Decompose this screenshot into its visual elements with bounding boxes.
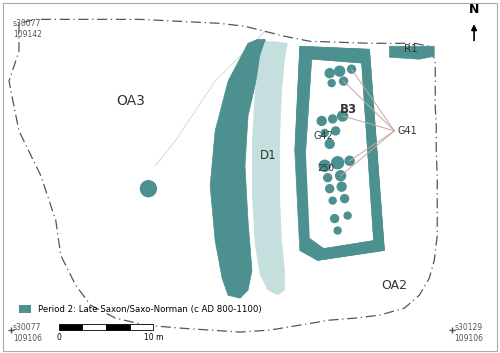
Circle shape <box>336 171 345 181</box>
Circle shape <box>328 80 335 86</box>
Circle shape <box>334 227 341 234</box>
Text: OA2: OA2 <box>382 279 407 292</box>
Text: N: N <box>469 4 480 16</box>
Circle shape <box>321 130 328 136</box>
Circle shape <box>324 174 332 182</box>
Circle shape <box>332 127 340 135</box>
Circle shape <box>317 116 326 125</box>
Circle shape <box>348 65 356 73</box>
Polygon shape <box>390 46 434 59</box>
Circle shape <box>345 156 354 165</box>
Text: OA3: OA3 <box>116 94 145 108</box>
Text: D1: D1 <box>260 149 276 162</box>
Bar <box>130 324 154 330</box>
Circle shape <box>337 182 346 191</box>
Text: s30077
109106: s30077 109106 <box>13 323 42 343</box>
Polygon shape <box>300 239 384 261</box>
Circle shape <box>334 66 344 76</box>
Polygon shape <box>300 46 370 63</box>
Polygon shape <box>210 39 268 298</box>
Circle shape <box>340 195 348 203</box>
Polygon shape <box>306 59 374 249</box>
Bar <box>106 324 130 330</box>
Text: 10 m: 10 m <box>144 333 163 342</box>
Circle shape <box>325 139 334 148</box>
Text: G42: G42 <box>314 131 334 141</box>
Legend: Period 2: Late Saxon/Saxo-Norman (c AD 800-1100): Period 2: Late Saxon/Saxo-Norman (c AD 8… <box>16 301 264 317</box>
Circle shape <box>340 77 347 85</box>
Circle shape <box>329 197 336 204</box>
Circle shape <box>140 181 156 197</box>
Polygon shape <box>362 49 384 250</box>
Circle shape <box>330 215 338 222</box>
Circle shape <box>326 185 334 193</box>
Circle shape <box>338 111 347 121</box>
Polygon shape <box>295 46 384 261</box>
Text: R1: R1 <box>404 44 418 54</box>
Text: B3: B3 <box>340 102 357 115</box>
Text: s30129
109106: s30129 109106 <box>454 323 483 343</box>
Polygon shape <box>295 46 312 151</box>
Circle shape <box>319 160 330 171</box>
Circle shape <box>332 157 344 169</box>
Text: 250: 250 <box>318 164 335 173</box>
Text: s30077
109142: s30077 109142 <box>13 19 42 40</box>
Circle shape <box>328 115 336 123</box>
Bar <box>82 324 106 330</box>
Polygon shape <box>252 41 288 295</box>
Bar <box>59 324 82 330</box>
Text: G41: G41 <box>398 126 417 136</box>
Circle shape <box>325 69 334 78</box>
Text: 0: 0 <box>56 333 61 342</box>
Circle shape <box>344 212 351 219</box>
